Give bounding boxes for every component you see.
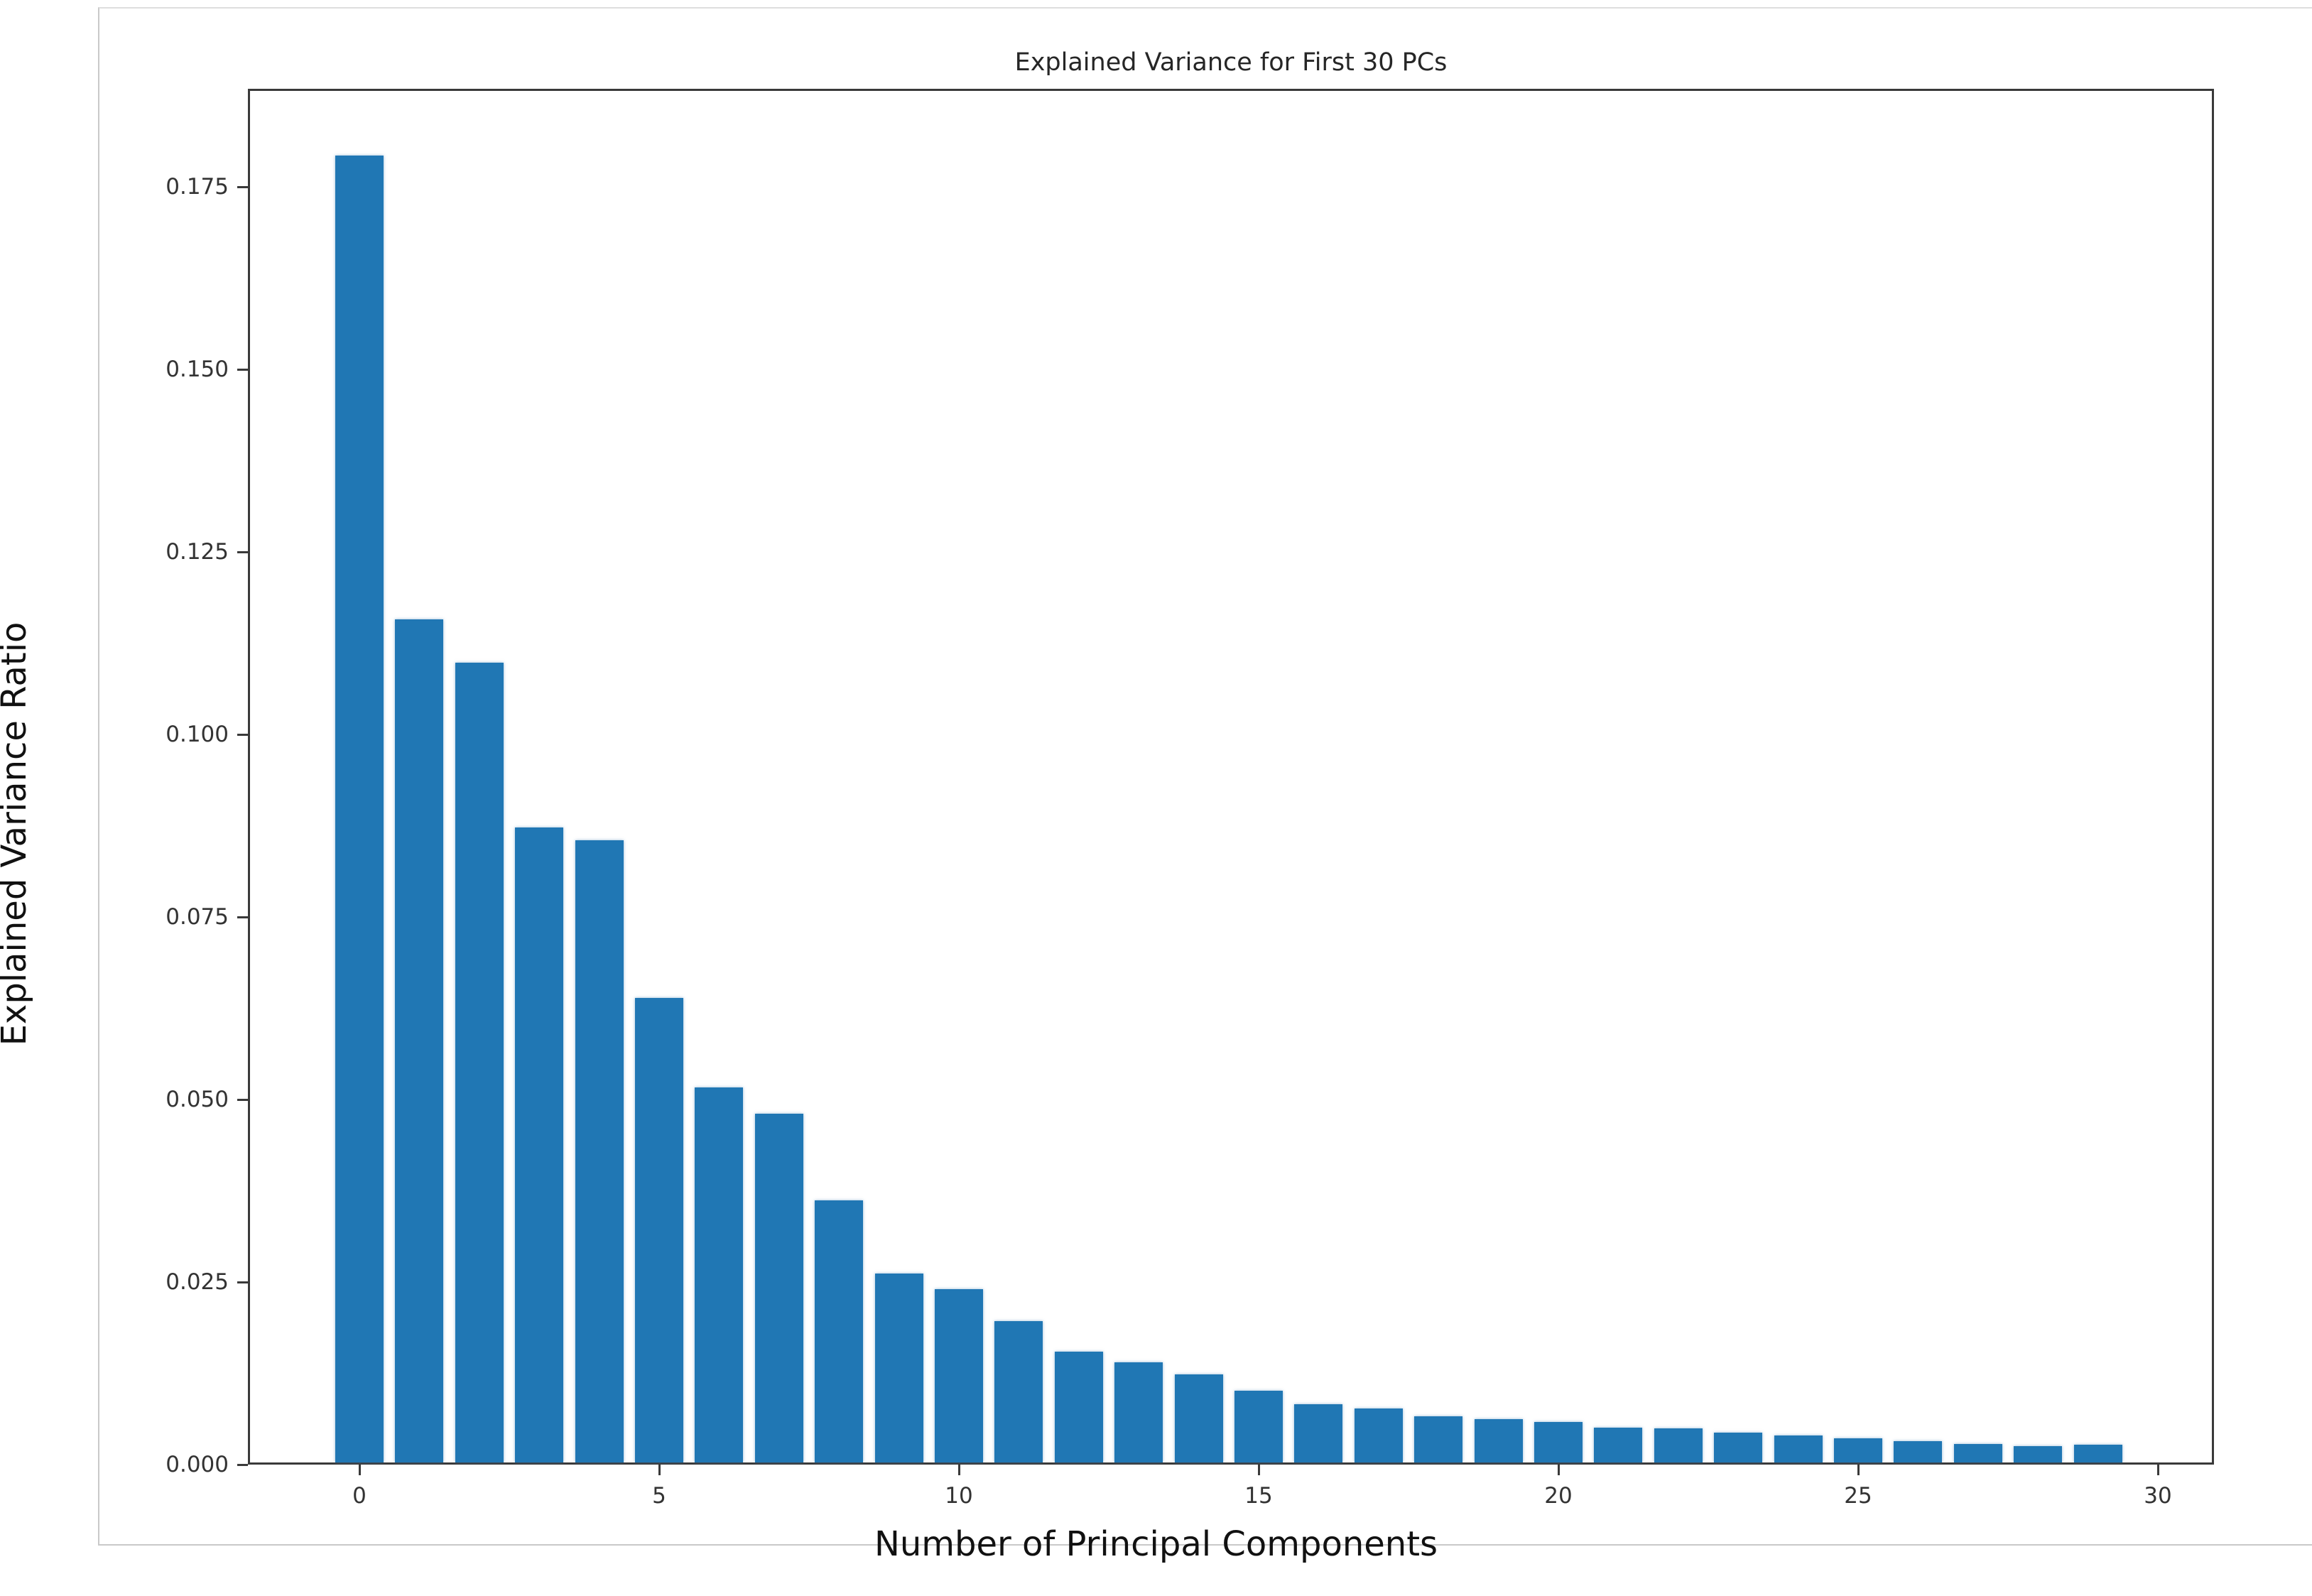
y-tick-label: 0.025 bbox=[165, 1269, 229, 1295]
x-tick-mark bbox=[1558, 1465, 1560, 1475]
bar-pc-7 bbox=[754, 1114, 803, 1462]
x-tick-mark bbox=[1258, 1465, 1260, 1475]
y-tick-mark bbox=[237, 734, 248, 736]
x-tick-label: 25 bbox=[1844, 1483, 1872, 1509]
bar-pc-2 bbox=[455, 663, 504, 1462]
bar-pc-6 bbox=[695, 1087, 744, 1462]
bar-pc-16 bbox=[1294, 1404, 1343, 1462]
bar-pc-21 bbox=[1594, 1428, 1643, 1462]
bar-pc-12 bbox=[1054, 1352, 1103, 1462]
bar-pc-25 bbox=[1834, 1438, 1882, 1462]
bar-pc-20 bbox=[1534, 1422, 1583, 1462]
bar-pc-3 bbox=[515, 827, 564, 1462]
y-tick-label: 0.000 bbox=[165, 1452, 229, 1477]
x-tick-mark bbox=[1857, 1465, 1860, 1475]
bar-pc-4 bbox=[575, 840, 624, 1462]
bar-pc-28 bbox=[2014, 1446, 2063, 1462]
bar-pc-15 bbox=[1234, 1391, 1283, 1462]
x-tick-label: 20 bbox=[1544, 1483, 1573, 1509]
y-tick-label: 0.150 bbox=[165, 357, 229, 382]
bar-pc-10 bbox=[935, 1289, 983, 1462]
x-tick-label: 30 bbox=[2144, 1483, 2172, 1509]
bar-pc-23 bbox=[1714, 1433, 1763, 1462]
x-tick-label: 10 bbox=[945, 1483, 973, 1509]
x-tick-mark bbox=[2157, 1465, 2159, 1475]
bar-pc-18 bbox=[1414, 1416, 1463, 1462]
y-tick-mark bbox=[237, 551, 248, 553]
x-tick-mark bbox=[958, 1465, 960, 1475]
x-tick-mark bbox=[359, 1465, 361, 1475]
x-tick-label: 15 bbox=[1244, 1483, 1273, 1509]
y-tick-mark bbox=[237, 186, 248, 188]
x-tick-label: 0 bbox=[352, 1483, 367, 1509]
chart-title: Explained Variance for First 30 PCs bbox=[1014, 48, 1448, 77]
x-axis-label: Number of Principal Components bbox=[874, 1524, 1438, 1564]
bar-pc-26 bbox=[1894, 1441, 1943, 1462]
bar-pc-29 bbox=[2073, 1445, 2122, 1462]
bar-pc-8 bbox=[815, 1200, 864, 1462]
y-tick-mark bbox=[237, 369, 248, 371]
bar-pc-22 bbox=[1654, 1428, 1703, 1462]
y-tick-mark bbox=[237, 1281, 248, 1283]
y-tick-mark bbox=[237, 1464, 248, 1466]
y-tick-label: 0.175 bbox=[165, 174, 229, 200]
bar-pc-1 bbox=[395, 619, 444, 1462]
bar-pc-11 bbox=[994, 1321, 1043, 1462]
bar-pc-24 bbox=[1774, 1435, 1823, 1462]
y-tick-mark bbox=[237, 1099, 248, 1101]
bar-pc-13 bbox=[1114, 1362, 1163, 1462]
bar-pc-17 bbox=[1354, 1408, 1403, 1462]
x-tick-mark bbox=[658, 1465, 661, 1475]
y-tick-label: 0.125 bbox=[165, 539, 229, 565]
plot-area bbox=[248, 89, 2214, 1465]
y-tick-mark bbox=[237, 916, 248, 918]
bar-pc-0 bbox=[335, 156, 384, 1462]
y-tick-label: 0.050 bbox=[165, 1087, 229, 1112]
bar-pc-19 bbox=[1474, 1419, 1523, 1462]
bar-pc-9 bbox=[874, 1274, 923, 1462]
bar-pc-5 bbox=[635, 998, 683, 1462]
figure-image-border bbox=[98, 7, 2312, 1546]
y-tick-label: 0.075 bbox=[165, 904, 229, 930]
bar-pc-27 bbox=[1953, 1444, 2002, 1462]
bar-pc-14 bbox=[1174, 1374, 1223, 1462]
y-tick-label: 0.100 bbox=[165, 722, 229, 747]
x-tick-label: 5 bbox=[652, 1483, 666, 1509]
